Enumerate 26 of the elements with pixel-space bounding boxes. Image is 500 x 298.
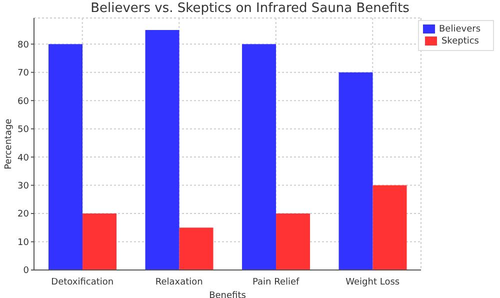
bar [145, 30, 180, 270]
x-tick-label: Relaxation [155, 277, 203, 288]
y-tick-label: 70 [18, 68, 30, 79]
y-tick-label: 40 [18, 153, 30, 164]
y-tick-label: 10 [18, 238, 30, 248]
y-tick-label: 80 [18, 40, 30, 50]
y-axis-title: Percentage [4, 118, 14, 170]
bar [276, 214, 310, 270]
chart-title: Believers vs. Skeptics on Infrared Sauna Benefits [90, 0, 410, 17]
bar [179, 228, 214, 270]
bar [48, 44, 83, 270]
bar [82, 214, 117, 270]
legend-label: Believers [439, 24, 481, 34]
x-tick-label: Pain Relief [252, 277, 300, 288]
bar [372, 185, 407, 270]
x-tick-label: Weight Loss [346, 277, 400, 288]
y-tick-label: 50 [18, 125, 30, 136]
y-tick-label: 0 [23, 266, 30, 276]
y-tick-label: 20 [18, 210, 30, 220]
y-tick-label: 60 [18, 96, 30, 107]
bar [338, 72, 373, 270]
legend-label: Skeptics [441, 36, 479, 47]
y-tick-label: 30 [18, 181, 30, 192]
bar [242, 44, 276, 270]
x-axis-title: Benefits [209, 291, 246, 298]
x-tick-label: Detoxification [51, 277, 114, 288]
